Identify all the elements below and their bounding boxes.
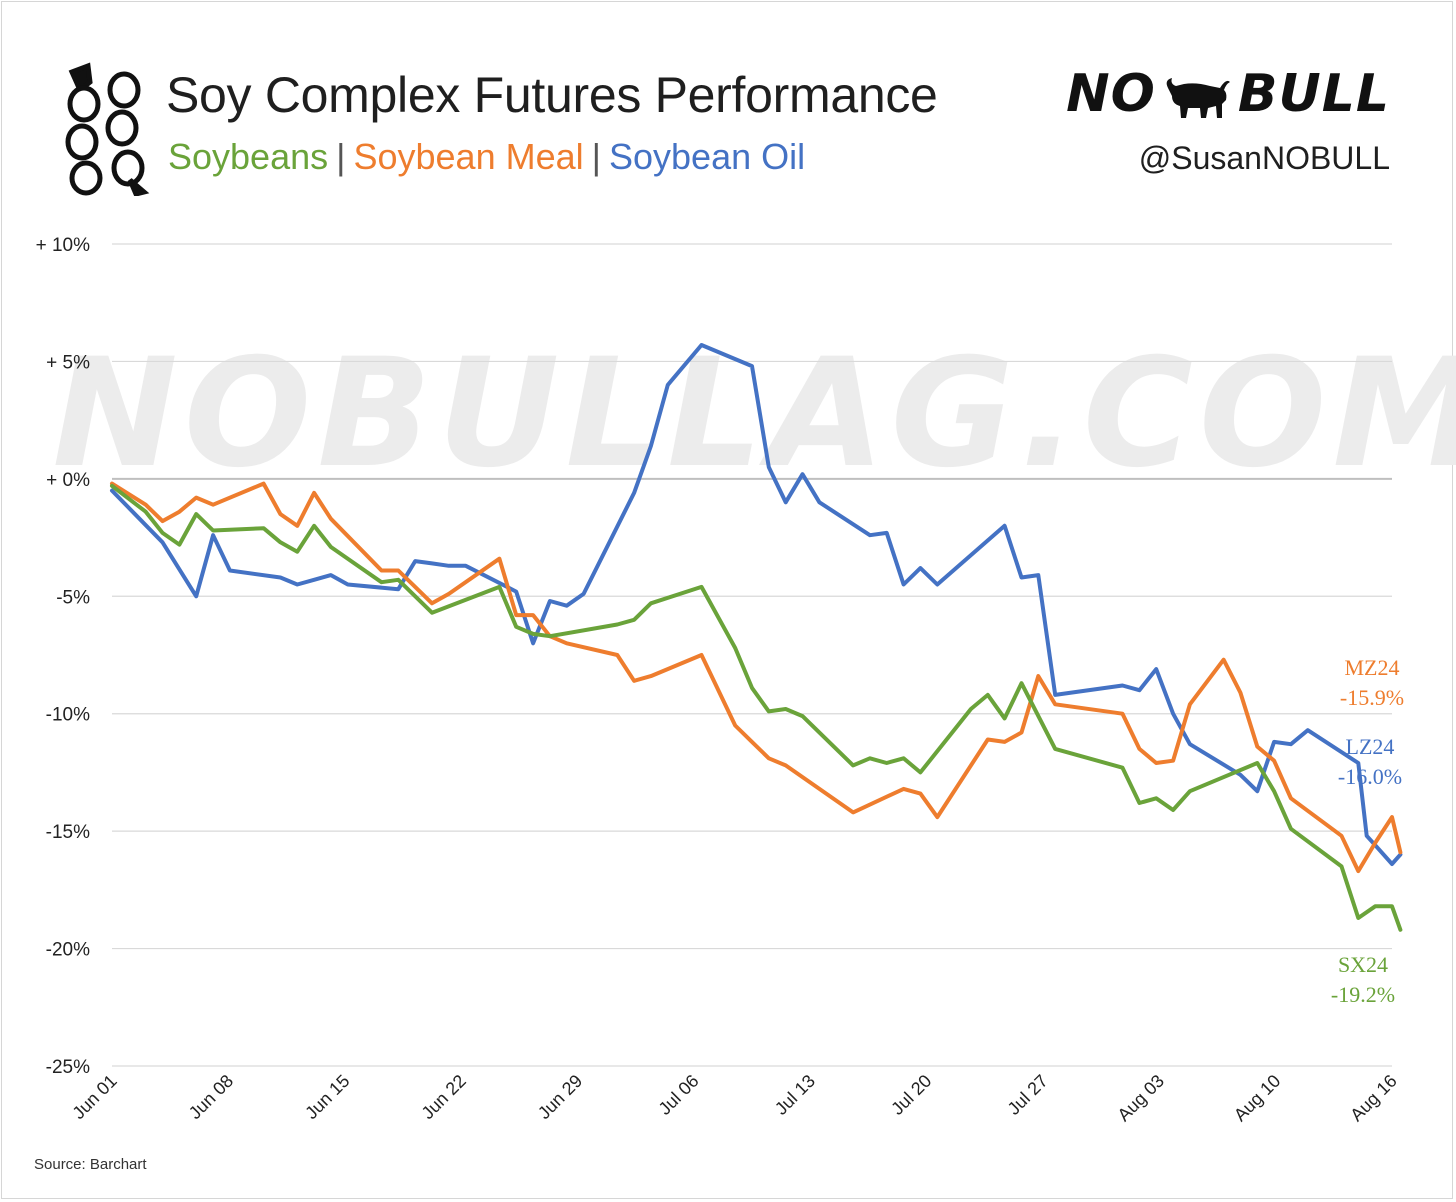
x-tick-label: Jul 06 <box>655 1071 703 1119</box>
y-tick-label: -20% <box>46 940 90 961</box>
x-tick-label: Jun 01 <box>68 1071 120 1123</box>
legend-soybean-oil: Soybean Oil <box>609 136 806 177</box>
legend-separator: | <box>591 136 601 177</box>
x-tick-label: Jun 15 <box>301 1071 353 1123</box>
y-tick-label: -25% <box>46 1057 90 1078</box>
y-tick-label: -15% <box>46 822 90 843</box>
y-tick-label: + 5% <box>46 352 90 373</box>
x-tick-label: Aug 03 <box>1114 1071 1168 1125</box>
series-lines <box>110 343 1403 932</box>
y-tick-label: -10% <box>46 705 90 726</box>
y-axis-ticks: + 10% + 5% + 0% -5% -10% -15% -20% -25% <box>36 235 91 1078</box>
end-label-code: LZ24 <box>1346 734 1395 759</box>
end-label-code: MZ24 <box>1345 655 1400 680</box>
author-handle: @SusanNOBULL <box>1138 140 1390 176</box>
series-line-soybeans <box>110 483 1403 932</box>
end-label-value: -15.9% <box>1340 685 1404 710</box>
brand-logo: NO BULL <box>1066 64 1390 124</box>
series-line-oil <box>110 343 1403 866</box>
chart-title: Soy Complex Futures Performance <box>166 67 938 123</box>
end-label-value: -19.2% <box>1331 982 1395 1007</box>
x-tick-label: Jul 20 <box>887 1071 935 1119</box>
soybean-pod-icon <box>65 62 150 196</box>
x-tick-label: Jun 08 <box>185 1071 237 1123</box>
x-tick-label: Jul 13 <box>771 1071 819 1119</box>
source-note: Source: Barchart <box>34 1156 147 1173</box>
end-labels: LZ24 -16.0% MZ24 -15.9% SX24 -19.2% <box>1331 655 1404 1007</box>
x-tick-label: Jun 29 <box>534 1071 586 1123</box>
y-tick-label: + 0% <box>46 470 90 491</box>
watermark: NOBULLAG.COM <box>52 327 1456 501</box>
x-tick-label: Jun 22 <box>418 1071 470 1123</box>
legend-soybean-meal: Soybean Meal <box>353 136 584 177</box>
x-tick-label: Jul 27 <box>1004 1071 1052 1119</box>
x-axis-ticks: Jun 01 Jun 08 Jun 15 Jun 22 Jun 29 Jul 06 Jul … <box>68 1071 1400 1125</box>
legend-separator: | <box>336 136 346 177</box>
chart-subtitle: Soybeans | Soybean Meal | Soybean Oil <box>168 136 805 178</box>
y-tick-label: -5% <box>56 587 90 608</box>
series-line-meal <box>110 481 1403 874</box>
end-label-value: -16.0% <box>1338 764 1402 789</box>
brand-left: NO <box>1066 64 1156 124</box>
legend-soybeans: Soybeans <box>168 136 329 177</box>
brand-right: BULL <box>1237 64 1390 124</box>
x-tick-label: Aug 10 <box>1230 1071 1284 1125</box>
end-label-code: SX24 <box>1338 952 1388 977</box>
grid-lines <box>112 243 1392 1067</box>
y-tick-label: + 10% <box>36 235 91 256</box>
x-tick-label: Aug 16 <box>1346 1071 1400 1125</box>
bull-icon <box>1166 78 1230 118</box>
